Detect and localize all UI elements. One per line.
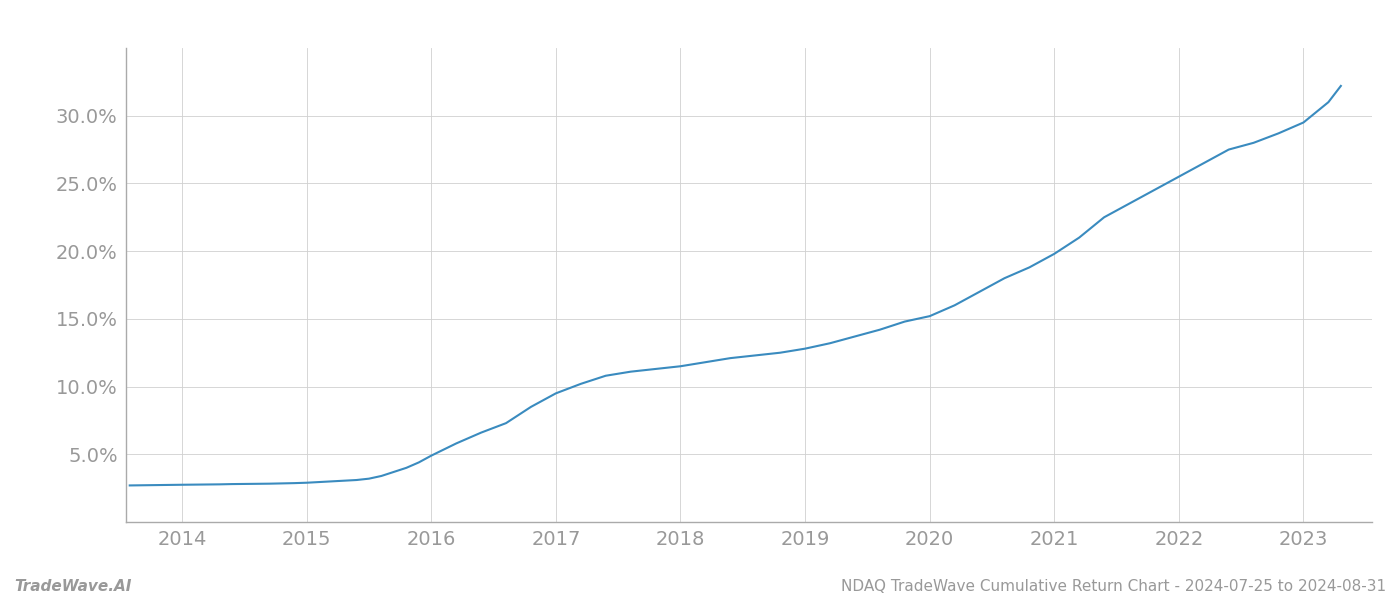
Text: NDAQ TradeWave Cumulative Return Chart - 2024-07-25 to 2024-08-31: NDAQ TradeWave Cumulative Return Chart -… [841, 579, 1386, 594]
Text: TradeWave.AI: TradeWave.AI [14, 579, 132, 594]
